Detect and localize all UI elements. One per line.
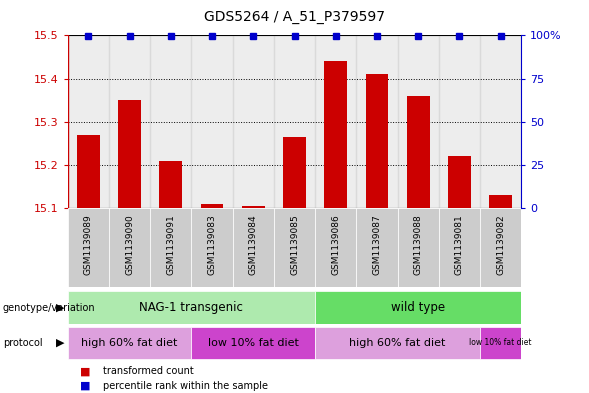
Bar: [315, 208, 356, 287]
Bar: [191, 208, 233, 287]
Text: GSM1139091: GSM1139091: [166, 215, 176, 275]
Bar: [439, 35, 480, 208]
Bar: [480, 327, 521, 359]
Bar: [201, 204, 223, 208]
Text: GSM1139089: GSM1139089: [84, 215, 93, 275]
Text: high 60% fat diet: high 60% fat diet: [349, 338, 446, 348]
Bar: [315, 292, 521, 323]
Bar: [68, 35, 109, 208]
Text: NAG-1 transgenic: NAG-1 transgenic: [140, 301, 243, 314]
Bar: [325, 61, 347, 208]
Bar: [77, 135, 100, 208]
Text: low 10% fat diet: low 10% fat diet: [208, 338, 299, 348]
Text: low 10% fat diet: low 10% fat diet: [469, 338, 532, 347]
Text: high 60% fat diet: high 60% fat diet: [81, 338, 178, 348]
Text: GSM1139083: GSM1139083: [207, 215, 217, 275]
Bar: [118, 100, 141, 208]
Text: genotype/variation: genotype/variation: [3, 303, 95, 312]
Bar: [233, 208, 274, 287]
Bar: [480, 208, 521, 287]
Bar: [283, 137, 306, 208]
Bar: [407, 96, 429, 208]
Bar: [233, 35, 274, 208]
Bar: [150, 35, 191, 208]
Bar: [439, 208, 480, 287]
Text: ■: ■: [80, 381, 90, 391]
Text: GSM1139086: GSM1139086: [331, 215, 340, 275]
Text: percentile rank within the sample: percentile rank within the sample: [103, 381, 268, 391]
Bar: [109, 208, 150, 287]
Text: GSM1139088: GSM1139088: [413, 215, 423, 275]
Text: ▶: ▶: [57, 303, 65, 312]
Bar: [356, 208, 398, 287]
Text: wild type: wild type: [391, 301, 445, 314]
Bar: [315, 327, 480, 359]
Bar: [398, 208, 439, 287]
Bar: [160, 161, 182, 208]
Text: GSM1139085: GSM1139085: [290, 215, 299, 275]
Text: transformed count: transformed count: [103, 366, 194, 376]
Bar: [150, 208, 191, 287]
Text: GDS5264 / A_51_P379597: GDS5264 / A_51_P379597: [204, 10, 385, 24]
Text: protocol: protocol: [3, 338, 42, 348]
Bar: [398, 35, 439, 208]
Text: GSM1139087: GSM1139087: [372, 215, 382, 275]
Bar: [274, 35, 315, 208]
Text: GSM1139084: GSM1139084: [249, 215, 258, 275]
Bar: [191, 327, 315, 359]
Bar: [489, 195, 512, 208]
Bar: [191, 35, 233, 208]
Bar: [68, 327, 191, 359]
Bar: [68, 208, 109, 287]
Bar: [68, 292, 315, 323]
Bar: [356, 35, 398, 208]
Text: GSM1139090: GSM1139090: [125, 215, 134, 275]
Text: ■: ■: [80, 366, 90, 376]
Bar: [242, 206, 264, 208]
Bar: [480, 35, 521, 208]
Text: GSM1139082: GSM1139082: [496, 215, 505, 275]
Bar: [315, 35, 356, 208]
Bar: [274, 208, 315, 287]
Bar: [366, 74, 388, 208]
Bar: [448, 156, 471, 208]
Text: GSM1139081: GSM1139081: [455, 215, 464, 275]
Bar: [109, 35, 150, 208]
Text: ▶: ▶: [57, 338, 65, 348]
